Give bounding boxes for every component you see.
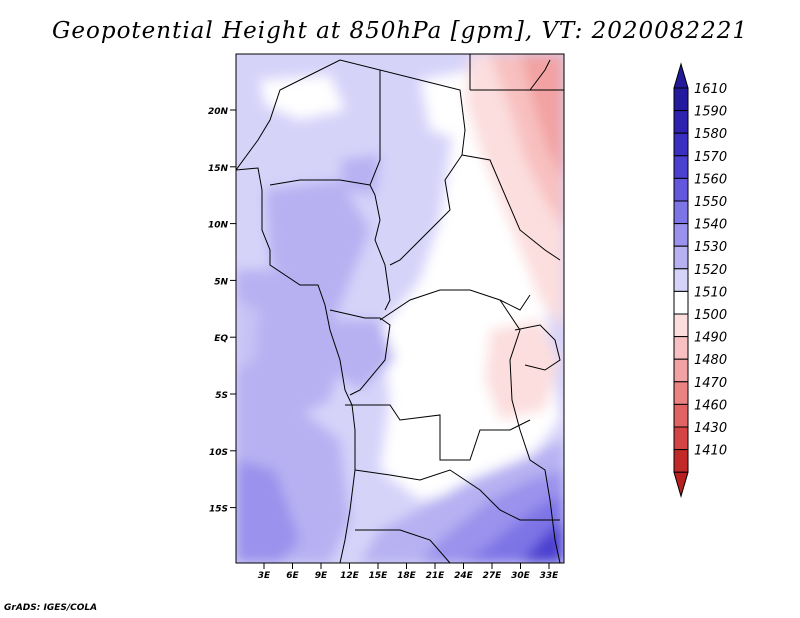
lon-label: 9E	[315, 571, 328, 581]
colorbar-swatch	[673, 358, 689, 383]
colorbar-label: 1560	[694, 172, 727, 187]
colorbar-label: 1490	[694, 331, 727, 346]
colorbar-label: 1430	[694, 421, 727, 436]
colorbar-swatch	[673, 426, 689, 451]
lat-label: 15N	[208, 164, 229, 174]
colorbar-label: 1410	[694, 444, 727, 459]
lon-label: 33E	[540, 571, 560, 581]
lon-label: 12E	[340, 571, 360, 581]
lon-label: 15E	[369, 571, 389, 581]
colorbar-swatch	[673, 87, 689, 112]
colorbar-label: 1500	[694, 308, 727, 323]
colorbar-label: 1470	[694, 376, 727, 391]
colorbar-swatch	[673, 132, 689, 157]
lat-label: 10N	[208, 221, 229, 231]
colorbar-swatch	[673, 449, 689, 473]
lon-label: 18E	[397, 571, 417, 581]
lat-label: 15S	[209, 505, 228, 515]
colorbar-swatch	[673, 290, 689, 315]
colorbar-label: 1460	[694, 398, 727, 413]
colorbar-swatch	[673, 177, 689, 202]
lat-label: 5S	[215, 391, 228, 401]
colorbar-label: 1530	[694, 240, 727, 255]
lat-label: 20N	[208, 107, 229, 117]
colorbar-label: 1570	[694, 150, 727, 165]
colorbar-swatch	[673, 155, 689, 179]
colorbar-swatch	[673, 200, 689, 225]
lat-label: EQ	[214, 334, 228, 344]
colorbar-swatch	[673, 336, 689, 360]
colorbar-label: 1590	[694, 105, 727, 120]
colorbar-top-arrow	[673, 62, 689, 89]
lon-label: 21E	[426, 571, 446, 581]
borders	[236, 54, 564, 563]
colorbar-label: 1550	[694, 195, 727, 210]
colorbar-label: 1520	[694, 263, 727, 278]
grads-credit: GrADS: IGES/COLA	[4, 603, 98, 613]
colorbar-label: 1580	[694, 127, 727, 142]
colorbar-label: 1540	[694, 218, 727, 233]
lat-label: 5N	[214, 277, 228, 287]
colorbar-swatch	[673, 381, 689, 405]
colorbar-swatch	[673, 110, 689, 134]
latitude-axis: 20N 15N 10N 5N EQ 5S 10S 15S	[208, 107, 236, 515]
map-title: Geopotential Height at 850hPa [gpm], VT:…	[52, 18, 748, 44]
colorbar-swatch	[673, 403, 689, 428]
lon-label: 3E	[258, 571, 271, 581]
height-field	[236, 54, 564, 563]
lon-label: 30E	[511, 571, 531, 581]
colorbar-swatch	[673, 223, 689, 247]
lon-label: 24E	[454, 571, 474, 581]
lat-label: 10S	[209, 448, 228, 458]
longitude-axis: 3E 6E 9E 12E 15E 18E 21E 24E 27E 30E 33E	[258, 563, 559, 581]
lon-label: 6E	[286, 571, 299, 581]
colorbar-label: 1510	[694, 285, 727, 300]
colorbar-swatch	[673, 245, 689, 270]
colorbar-bottom-arrow	[673, 471, 689, 498]
colorbar-label: 1480	[694, 353, 727, 368]
colorbar-label: 1610	[694, 82, 727, 97]
colorbar: 1610 1590 1580 1570 1560 1550 1540 1530 1520 1510…	[673, 62, 727, 498]
lon-label: 27E	[483, 571, 503, 581]
colorbar-swatch	[673, 268, 689, 292]
colorbar-swatch	[673, 313, 689, 338]
